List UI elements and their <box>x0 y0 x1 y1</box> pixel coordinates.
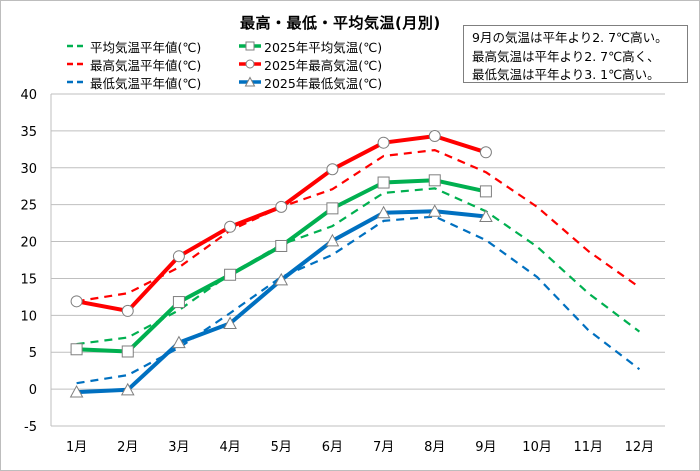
legend-label: 2025年最低気温(℃) <box>264 75 383 91</box>
series-markers <box>69 130 493 398</box>
circle-marker <box>377 136 390 149</box>
legend-item: 最高気温平年値(℃) <box>66 55 201 73</box>
legend-swatch-dashed-red <box>67 62 87 66</box>
gridlines <box>50 93 665 427</box>
x-tick-label: 12月 <box>625 440 655 455</box>
square-marker <box>70 343 83 356</box>
square-marker <box>377 176 390 189</box>
y-tick-label: 0 <box>29 383 37 398</box>
square-marker <box>326 202 339 215</box>
y-tick-label: 25 <box>20 199 37 214</box>
triangle-marker <box>376 205 391 219</box>
y-tick-label: 35 <box>20 125 37 140</box>
triangle-marker <box>274 272 289 286</box>
square-marker <box>428 174 441 187</box>
legend-label: 最高気温平年値(℃) <box>90 57 202 73</box>
series-lines <box>76 134 641 395</box>
triangle-marker <box>172 335 186 349</box>
legend-item: 最低気温平年値(℃) <box>66 73 201 91</box>
triangle-marker <box>427 204 442 217</box>
x-tick-label: 9月 <box>475 440 496 455</box>
x-tick-label: 10月 <box>522 440 552 455</box>
circle-marker <box>172 250 185 263</box>
legend-label: 平均気温平年値(℃) <box>90 39 202 55</box>
y-tick-label: 15 <box>20 272 37 287</box>
annotation-line: 最高気温は平年より2. 7℃高く、 <box>472 48 660 64</box>
legend-item: 平均気温平年値(℃) <box>66 37 201 55</box>
circle-marker <box>326 163 339 176</box>
x-tick-label: 6月 <box>322 440 343 455</box>
circle-marker-icon <box>239 59 261 69</box>
circle-marker <box>428 130 441 143</box>
square-marker <box>275 239 288 252</box>
legend-label: 2025年最高気温(℃) <box>264 57 383 73</box>
x-tick-label: 11月 <box>573 440 603 455</box>
circle-marker <box>121 304 134 317</box>
triangle-marker <box>120 382 135 396</box>
y-tick-label: 30 <box>20 162 37 177</box>
circle-marker <box>479 146 492 159</box>
circle-marker <box>275 200 288 213</box>
y-tick-label: 20 <box>20 236 37 251</box>
x-tick-label: 2月 <box>117 440 138 455</box>
x-axis-labels: 1月 2月 3月 4月 5月 6月 7月 8月 9月 10月 11月 12月 <box>66 440 654 455</box>
legend-swatch-dashed-blue <box>67 80 87 84</box>
x-tick-label: 4月 <box>219 440 240 455</box>
circle-marker <box>224 220 237 233</box>
circle-marker <box>70 295 83 308</box>
annotation-line: 9月の気温は平年より2. 7℃高い。 <box>472 30 668 45</box>
triangle-marker <box>325 233 340 247</box>
square-marker <box>172 296 185 309</box>
x-tick-label: 7月 <box>373 440 394 455</box>
triangle-marker <box>69 385 84 398</box>
y-tick-label: 10 <box>20 309 37 324</box>
y-axis-labels: 40 35 30 25 20 15 10 5 0 -5 <box>20 88 37 435</box>
annotation-box: 9月の気温は平年より2. 7℃高い。 最高気温は平年より2. 7℃高く、 最低気… <box>463 25 688 83</box>
series-line-1 <box>76 149 641 303</box>
x-tick-label: 8月 <box>424 440 445 455</box>
legend-item: 2025年最高気温(℃) <box>238 55 382 73</box>
legend-label: 2025年平均気温(℃) <box>264 39 383 55</box>
x-tick-label: 5月 <box>271 440 292 455</box>
legend-label: 最低気温平年値(℃) <box>90 75 202 91</box>
y-tick-label: 5 <box>29 346 37 361</box>
chart-title: 最高・最低・平均気温(月別) <box>240 14 441 32</box>
square-marker <box>479 185 492 198</box>
series-line-0 <box>76 187 641 346</box>
square-marker-icon <box>239 41 261 51</box>
y-tick-label: 40 <box>20 88 37 103</box>
x-tick-label: 3月 <box>168 440 189 455</box>
triangle-marker <box>479 209 493 222</box>
y-tick-label: -5 <box>24 420 37 435</box>
annotation-line: 最低気温は平年より3. 1℃高い。 <box>472 67 660 82</box>
triangle-marker <box>223 316 237 329</box>
legend-item: 2025年最低気温(℃) <box>238 73 382 91</box>
triangle-marker-icon <box>239 76 261 87</box>
legend-swatch-dashed-green <box>67 44 87 48</box>
x-tick-label: 1月 <box>66 440 87 455</box>
legend-item: 2025年平均気温(℃) <box>238 37 382 55</box>
square-marker <box>121 345 134 358</box>
square-marker <box>224 268 237 281</box>
